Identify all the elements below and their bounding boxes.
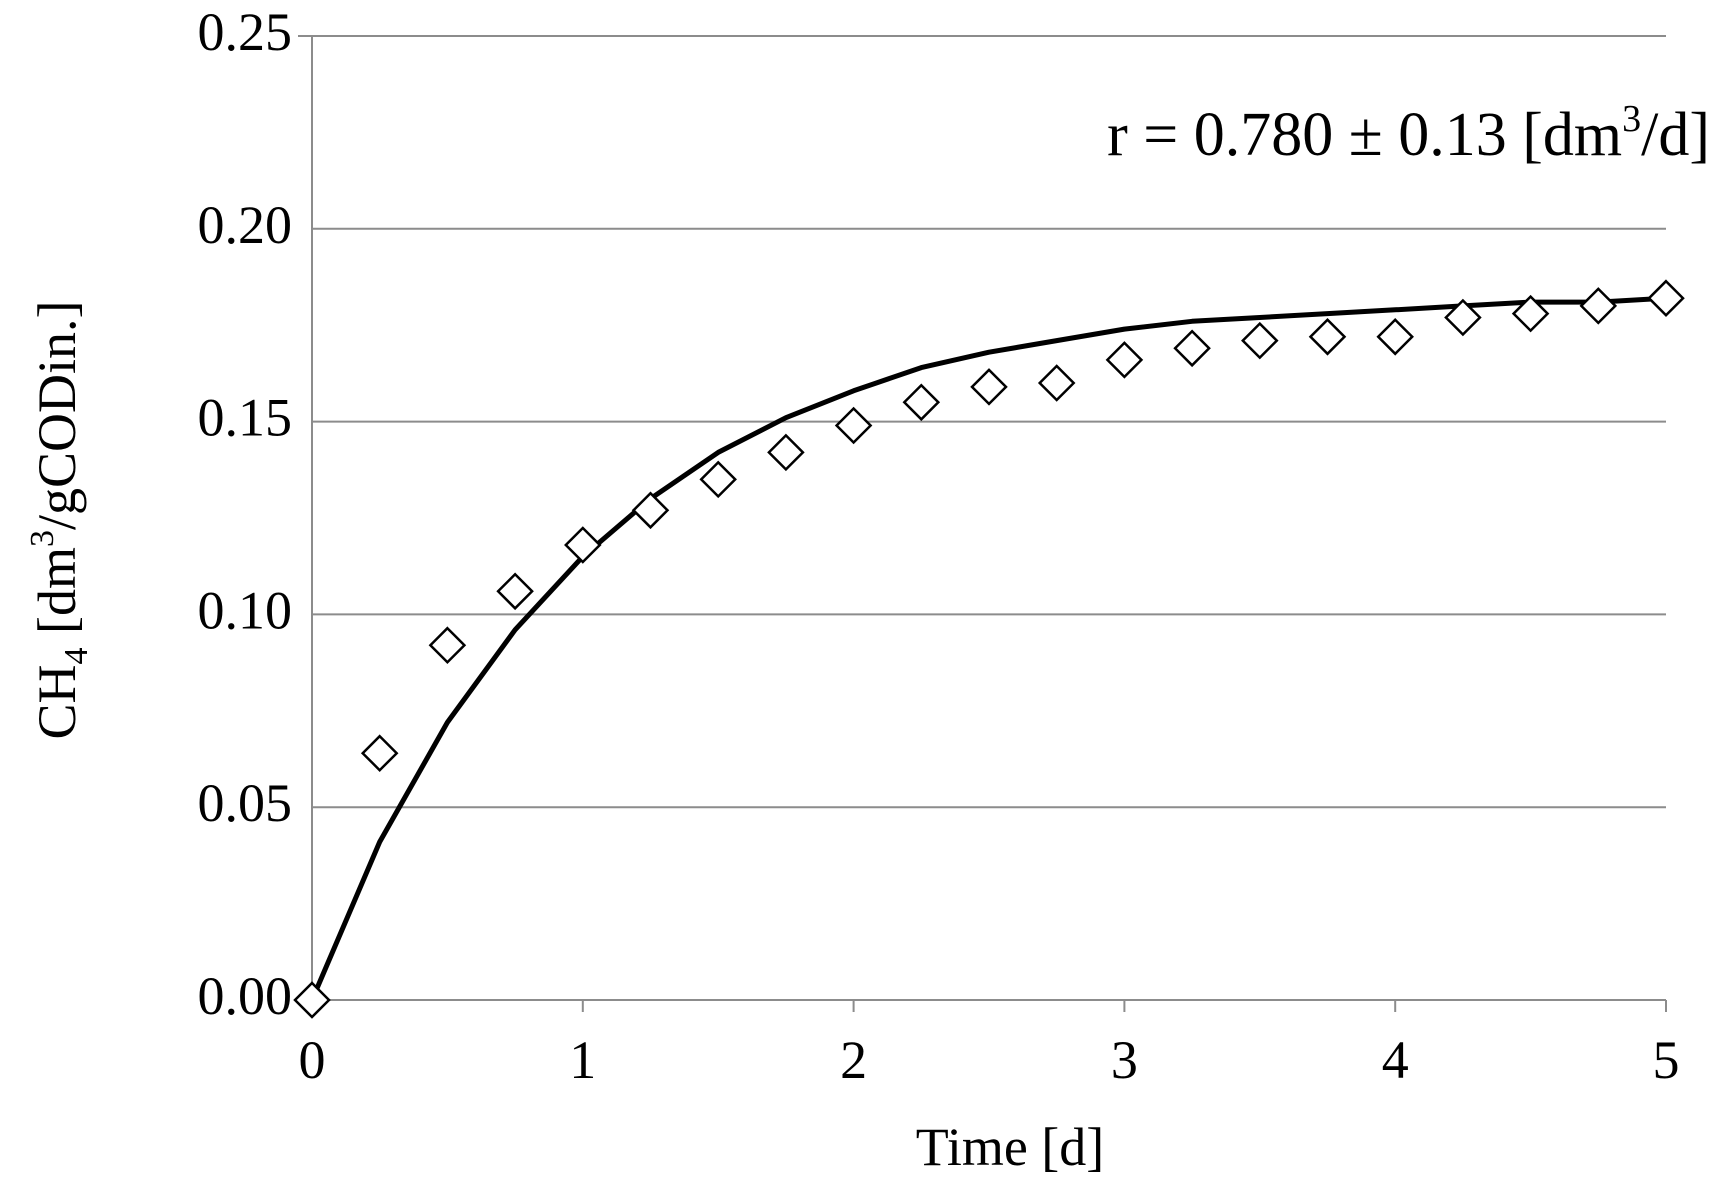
y-tick-label: 0.05	[198, 773, 293, 833]
annotation-suffix: /d]	[1641, 101, 1710, 169]
data-point-diamond	[970, 368, 1008, 406]
annotation-prefix: r = 0.780 ± 0.13 [dm	[1107, 101, 1622, 169]
data-point-diamond	[293, 981, 331, 1019]
data-point-diamond	[902, 383, 941, 422]
data-point-diamond	[1376, 318, 1414, 356]
annotation-superscript: 3	[1622, 98, 1641, 140]
data-point-diamond	[1308, 318, 1347, 356]
y-axis-title-suffix: /gCODin.]	[27, 300, 87, 530]
grid-layer	[312, 35, 1666, 809]
data-point-diamond	[1105, 341, 1144, 379]
y-axis-title-superscript: 3	[24, 530, 61, 547]
x-tick-label: 0	[299, 1030, 326, 1090]
y-axis-title-prefix: CH	[27, 664, 87, 739]
y-tick-label: 0.15	[198, 388, 293, 448]
model-fit-line	[309, 295, 1669, 1003]
data-point-diamond	[1444, 298, 1482, 337]
x-axis-title: Time [d]	[916, 1117, 1105, 1177]
data-point-diamond	[1037, 364, 1076, 402]
data-point-diamond	[1579, 287, 1618, 325]
marker-layer	[293, 279, 1685, 1019]
y-tick-label: 0.20	[198, 195, 293, 255]
y-tick-label: 0.25	[198, 2, 293, 62]
y-tick-label: 0.10	[198, 580, 293, 640]
data-point-diamond	[699, 460, 737, 499]
y-axis-title-subscript: 4	[58, 647, 95, 664]
x-tick-label: 5	[1653, 1030, 1680, 1090]
x-tick-label: 3	[1111, 1030, 1138, 1090]
data-point-diamond	[428, 626, 467, 664]
text-layer: r = 0.780 ± 0.13 [dm3/d] Time [d] CH4 [d…	[24, 98, 1710, 1177]
annotation-text: r = 0.780 ± 0.13 [dm3/d]	[1107, 98, 1710, 169]
y-axis-title: CH4 [dm3/gCODin.]	[24, 300, 95, 739]
y-axis-title-middle: [dm	[27, 547, 87, 648]
data-point-diamond	[631, 491, 670, 530]
data-point-diamond	[1647, 279, 1685, 317]
x-tick-label: 4	[1382, 1030, 1409, 1090]
data-point-diamond	[834, 406, 873, 445]
y-tick-label: 0.00	[198, 966, 293, 1026]
data-point-diamond	[564, 526, 602, 564]
data-point-diamond	[1241, 321, 1279, 360]
data-point-diamond	[767, 433, 805, 472]
data-point-diamond	[360, 734, 399, 772]
axis-layer: 0.00 0.05 0.10 0.15 0.20 0.25 0 1 2 3 4 5	[198, 2, 1680, 1090]
line-layer	[309, 295, 1669, 1003]
x-tick-label: 2	[840, 1030, 867, 1090]
data-point-diamond	[496, 572, 534, 611]
x-tick-label: 1	[569, 1030, 596, 1090]
data-point-diamond	[1173, 329, 1211, 368]
data-point-diamond	[1511, 294, 1550, 333]
